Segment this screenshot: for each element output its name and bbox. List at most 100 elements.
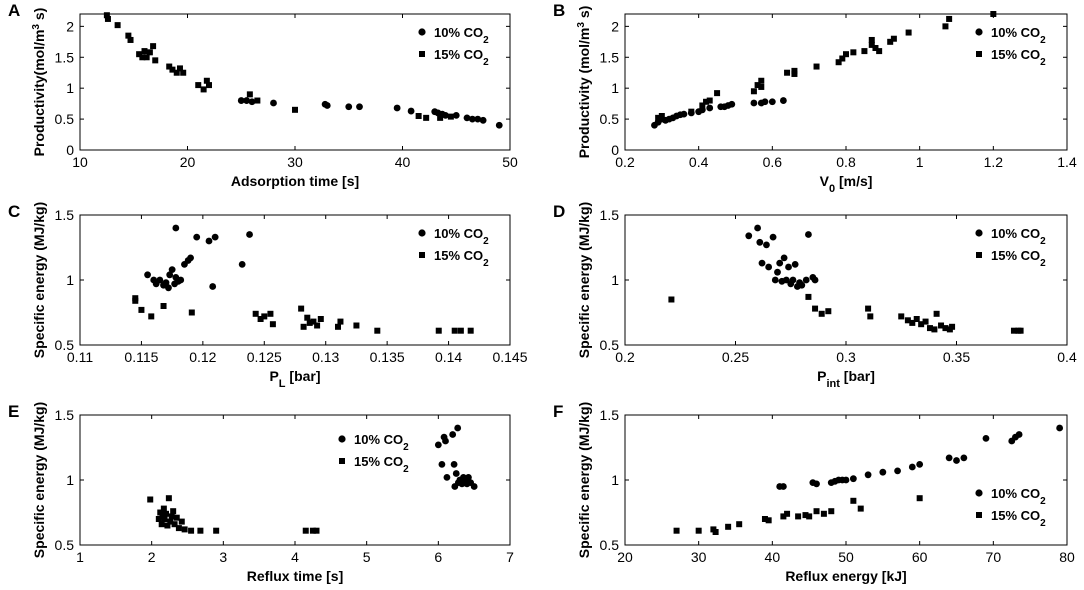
data-point-square (898, 313, 905, 320)
data-point-circle (763, 241, 770, 249)
data-point-square (423, 114, 430, 121)
data-point-square (314, 322, 321, 329)
data-point-square (916, 495, 923, 502)
data-point-square (148, 313, 155, 320)
x-tick-label: 20 (617, 549, 633, 565)
data-point-circle (211, 233, 219, 241)
data-point-square (706, 97, 713, 104)
x-tick-label: 0.35 (943, 349, 970, 365)
x-axis-label: Reflux time [s] (247, 568, 343, 584)
x-tick-label: 80 (1059, 549, 1075, 565)
panel-letter: A (8, 1, 20, 20)
data-point-square (161, 516, 168, 522)
data-point-square (246, 91, 253, 98)
data-point-circle (768, 98, 776, 106)
legend-marker-circle (338, 435, 346, 443)
x-tick-label: 0.2 (615, 154, 635, 170)
data-point-square (298, 305, 305, 312)
data-point-square (843, 51, 849, 58)
data-point-square (195, 82, 202, 89)
data-point-square (765, 517, 772, 524)
data-point-square (949, 323, 956, 330)
data-point-circle (769, 233, 777, 241)
data-point-circle (771, 276, 779, 284)
data-point-square (876, 48, 883, 55)
legend-label: 10% CO2 (434, 226, 489, 247)
data-point-square (1017, 327, 1024, 334)
data-point-square (188, 309, 195, 316)
data-point-square (868, 41, 875, 48)
data-point-circle (680, 110, 688, 118)
data-point-square (931, 326, 938, 333)
data-point-circle (765, 263, 773, 271)
data-point-square (306, 319, 313, 326)
data-point-square (173, 69, 180, 76)
data-point-square (725, 523, 732, 530)
data-point-circle (442, 437, 449, 445)
legend-marker-square (976, 512, 982, 518)
data-point-square (825, 308, 832, 315)
data-point-square (839, 55, 846, 62)
data-point-square (155, 516, 162, 522)
data-point-circle (177, 276, 185, 284)
x-tick-label: 0.12 (189, 349, 216, 365)
data-point-square (1010, 327, 1017, 334)
data-point-square (806, 513, 813, 520)
y-tick-label: 1 (611, 472, 619, 488)
y-tick-label: 1.5 (600, 207, 620, 223)
x-tick-label: 0.3 (836, 349, 856, 365)
data-point-circle (450, 461, 458, 468)
x-axis-label: Adsorption time [s] (231, 173, 359, 189)
panel-letter: D (553, 202, 565, 221)
data-point-square (922, 318, 929, 325)
data-point-circle (165, 284, 172, 292)
data-point-circle (205, 237, 213, 245)
series-10pct (434, 424, 478, 490)
data-point-circle (811, 276, 819, 284)
data-point-square (103, 12, 110, 19)
data-point-square (197, 527, 204, 534)
series-15pct (673, 495, 923, 535)
data-point-circle (864, 471, 872, 479)
data-point-square (337, 318, 344, 325)
data-point-circle (209, 283, 217, 290)
series-15pct (655, 11, 997, 121)
legend-marker-square (976, 51, 982, 57)
data-point-circle (789, 276, 797, 284)
data-point-circle (982, 435, 990, 442)
series-15pct (132, 295, 474, 334)
data-point-square (267, 310, 274, 317)
data-point-square (313, 527, 320, 534)
data-point-circle (156, 276, 164, 284)
data-point-square (310, 318, 317, 325)
y-tick-label: 2 (611, 18, 619, 34)
series-10pct (776, 424, 1064, 490)
y-tick-label: 1.5 (55, 407, 75, 423)
data-point-circle (813, 480, 820, 488)
panel-a: A 10 20 30 40 50 0 0.5 1 1.5 2 Adsorption time [s] P… (8, 1, 518, 189)
data-point-circle (479, 116, 487, 124)
data-point-square (435, 327, 442, 334)
data-point-circle (243, 97, 251, 104)
data-point-square (868, 36, 875, 43)
data-point-circle (248, 98, 256, 106)
panel-c: C 0.11 0.115 0.12 0.125 0.13 0.135 0.14 0.145 0.5… (8, 202, 528, 390)
x-tick-label: 7 (506, 549, 514, 565)
data-point-square (668, 296, 675, 303)
legend-label: 15% CO2 (434, 47, 489, 68)
data-point-square (703, 98, 710, 105)
data-point-circle (407, 107, 415, 115)
legend-marker-square (976, 252, 982, 258)
data-point-square (673, 527, 680, 534)
legend-label: 15% CO2 (991, 248, 1046, 269)
panel-b: B 0.2 0.4 0.6 0.8 1 1.2 1.4 0 0.5 1 1.5 2 V0 [m/s] Pro… (553, 1, 1077, 195)
data-point-square (335, 323, 341, 330)
data-point-square (942, 325, 949, 332)
data-point-square (206, 82, 212, 89)
data-point-circle (750, 99, 758, 107)
data-point-square (780, 513, 787, 520)
data-point-square (784, 510, 791, 517)
